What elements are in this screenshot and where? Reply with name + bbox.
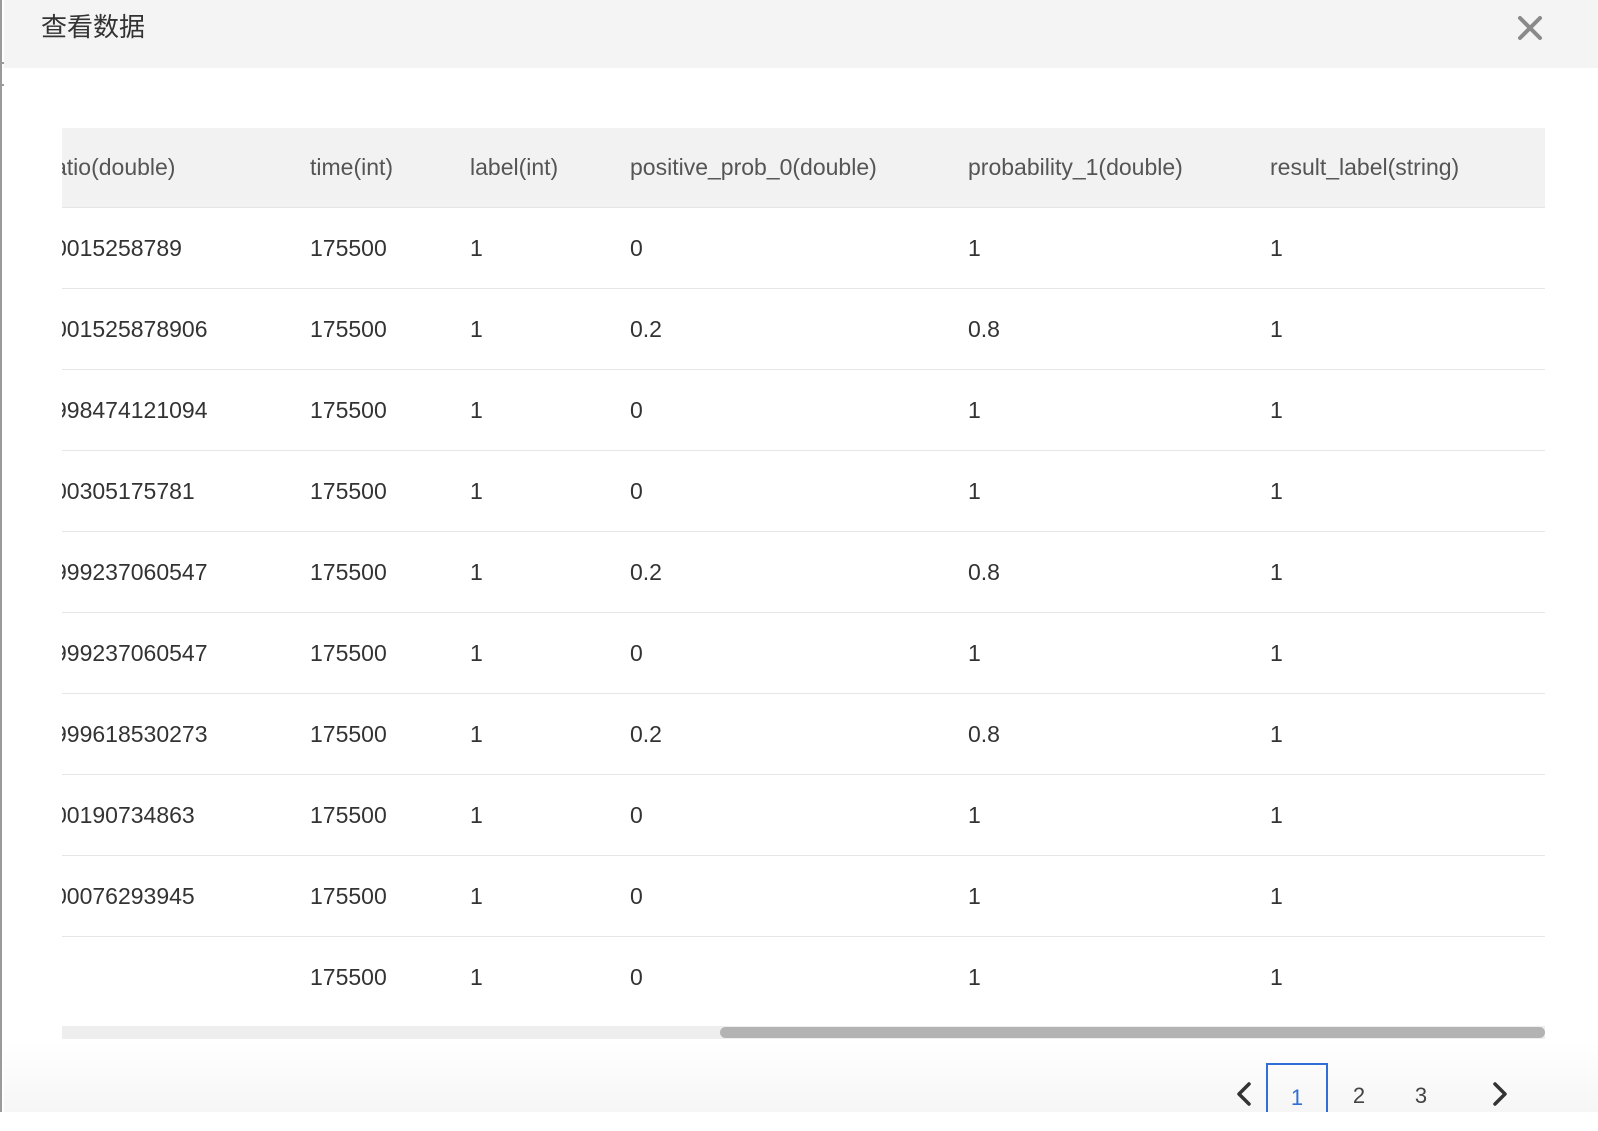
cell-label: 1 [468, 288, 630, 370]
page-3-button[interactable]: 3 [1414, 1083, 1428, 1108]
column-header-ratio: atio(double) [62, 128, 308, 208]
close-icon [1518, 16, 1542, 40]
cell-probability: 1 [968, 936, 1270, 1017]
cell-probability: 0.8 [968, 531, 1270, 613]
table-row: 998474121094 175500 1 0 1 1 [62, 369, 1545, 451]
table-row: 175500 1 0 1 1 [62, 936, 1545, 1017]
cell-label: 1 [468, 936, 630, 1017]
page-2-button[interactable]: 2 [1352, 1083, 1366, 1108]
cell-probability: 1 [968, 774, 1270, 856]
cell-time: 175500 [308, 612, 468, 694]
cell-probability: 1 [968, 855, 1270, 937]
cell-result-label: 1 [1270, 612, 1545, 694]
cell-positive-prob: 0 [630, 774, 968, 856]
scrollbar-thumb[interactable] [720, 1027, 1545, 1038]
table-row: 00305175781 175500 1 0 1 1 [62, 450, 1545, 532]
table-row: 00190734863 175500 1 0 1 1 [62, 774, 1545, 856]
cell-result-label: 1 [1270, 693, 1545, 775]
table-row: 999237060547 175500 1 0 1 1 [62, 612, 1545, 694]
cell-time: 175500 [308, 288, 468, 370]
dialog-title: 查看数据 [41, 13, 146, 43]
cell-probability: 0.8 [968, 288, 1270, 370]
cell-probability: 1 [968, 450, 1270, 532]
cell-positive-prob: 0 [630, 936, 968, 1017]
dialog-footer [4, 1040, 1598, 1112]
close-button[interactable] [1512, 10, 1548, 46]
cell-probability: 0.8 [968, 693, 1270, 775]
cell-time: 175500 [308, 531, 468, 613]
prev-page-button[interactable] [1230, 1079, 1260, 1109]
cell-time: 175500 [308, 693, 468, 775]
cell-positive-prob: 0.2 [630, 531, 968, 613]
cell-time: 175500 [308, 450, 468, 532]
cell-ratio: 999237060547 [62, 612, 308, 694]
cell-label: 1 [468, 531, 630, 613]
background-page-tick [0, 62, 6, 64]
cell-result-label: 1 [1270, 531, 1545, 613]
column-header-positive-prob: positive_prob_0(double) [630, 128, 968, 208]
cell-result-label: 1 [1270, 855, 1545, 937]
table-row: 0015258789 175500 1 0 1 1 [62, 207, 1545, 289]
horizontal-scrollbar[interactable] [62, 1026, 1545, 1039]
cell-label: 1 [468, 774, 630, 856]
cell-positive-prob: 0 [630, 369, 968, 451]
cell-positive-prob: 0 [630, 450, 968, 532]
cell-ratio [62, 936, 308, 1017]
cell-time: 175500 [308, 936, 468, 1017]
cell-ratio: 00305175781 [62, 450, 308, 532]
cell-ratio: 999237060547 [62, 531, 308, 613]
cell-positive-prob: 0 [630, 612, 968, 694]
data-table: atio(double) time(int) label(int) positi… [62, 128, 1545, 1017]
cell-ratio: 998474121094 [62, 369, 308, 451]
cell-positive-prob: 0.2 [630, 288, 968, 370]
cell-probability: 1 [968, 369, 1270, 451]
cell-label: 1 [468, 693, 630, 775]
next-page-button[interactable] [1484, 1079, 1514, 1109]
cell-time: 175500 [308, 774, 468, 856]
column-header-time: time(int) [308, 128, 468, 208]
table-row: 001525878906 175500 1 0.2 0.8 1 [62, 288, 1545, 370]
cell-label: 1 [468, 207, 630, 289]
cell-result-label: 1 [1270, 369, 1545, 451]
cell-ratio: 00076293945 [62, 855, 308, 937]
cell-probability: 1 [968, 612, 1270, 694]
column-header-result-label: result_label(string) [1270, 128, 1545, 208]
cell-time: 175500 [308, 369, 468, 451]
cell-positive-prob: 0 [630, 207, 968, 289]
cell-time: 175500 [308, 207, 468, 289]
table-row: 00076293945 175500 1 0 1 1 [62, 855, 1545, 937]
cell-label: 1 [468, 855, 630, 937]
cell-time: 175500 [308, 855, 468, 937]
cell-result-label: 1 [1270, 288, 1545, 370]
cell-positive-prob: 0 [630, 855, 968, 937]
cell-ratio: 001525878906 [62, 288, 308, 370]
background-page-edge [0, 0, 2, 1112]
data-table-container: atio(double) time(int) label(int) positi… [62, 128, 1545, 1017]
cell-result-label: 1 [1270, 774, 1545, 856]
cell-label: 1 [468, 450, 630, 532]
cell-label: 1 [468, 369, 630, 451]
column-header-label: label(int) [468, 128, 630, 208]
chevron-left-icon [1237, 1082, 1251, 1106]
view-data-dialog: 查看数据 atio(double) time(int) label(int) p… [4, 0, 1598, 1112]
cell-positive-prob: 0.2 [630, 693, 968, 775]
cell-ratio: 00190734863 [62, 774, 308, 856]
cell-probability: 1 [968, 207, 1270, 289]
table-header-row: atio(double) time(int) label(int) positi… [62, 128, 1545, 208]
cell-ratio: 0015258789 [62, 207, 308, 289]
dialog-header: 查看数据 [4, 0, 1598, 68]
cell-result-label: 1 [1270, 450, 1545, 532]
background-page-tick [0, 84, 6, 86]
cell-result-label: 1 [1270, 936, 1545, 1017]
cell-ratio: 999618530273 [62, 693, 308, 775]
table-row: 999618530273 175500 1 0.2 0.8 1 [62, 693, 1545, 775]
table-row: 999237060547 175500 1 0.2 0.8 1 [62, 531, 1545, 613]
column-header-probability: probability_1(double) [968, 128, 1270, 208]
chevron-right-icon [1493, 1082, 1507, 1106]
cell-result-label: 1 [1270, 207, 1545, 289]
cell-label: 1 [468, 612, 630, 694]
page-1-button[interactable]: 1 [1266, 1063, 1328, 1112]
